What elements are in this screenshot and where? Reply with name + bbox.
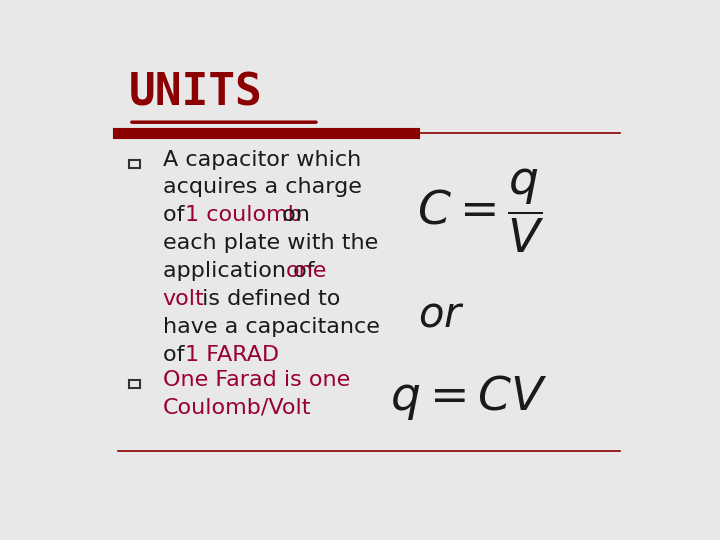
- Text: of: of: [163, 205, 192, 225]
- Text: 1 FARAD: 1 FARAD: [185, 345, 279, 364]
- Text: 1 coulomb: 1 coulomb: [185, 205, 302, 225]
- Text: Coulomb/Volt: Coulomb/Volt: [163, 398, 311, 418]
- Text: on: on: [275, 205, 310, 225]
- Text: application of: application of: [163, 261, 321, 281]
- Text: have a capacitance: have a capacitance: [163, 317, 379, 337]
- Text: acquires a charge: acquires a charge: [163, 178, 361, 198]
- Text: $or$: $or$: [418, 293, 465, 335]
- Text: of: of: [163, 345, 192, 364]
- Text: one: one: [286, 261, 327, 281]
- Text: A capacitor which: A capacitor which: [163, 150, 361, 170]
- Text: UNITS: UNITS: [129, 72, 263, 114]
- Text: One Farad is one: One Farad is one: [163, 370, 350, 390]
- Text: volt: volt: [163, 289, 204, 309]
- Text: $q = CV$: $q = CV$: [390, 373, 549, 422]
- Text: is defined to: is defined to: [195, 289, 341, 309]
- Text: $C = \dfrac{q}{V}$: $C = \dfrac{q}{V}$: [417, 166, 544, 255]
- Text: each plate with the: each plate with the: [163, 233, 378, 253]
